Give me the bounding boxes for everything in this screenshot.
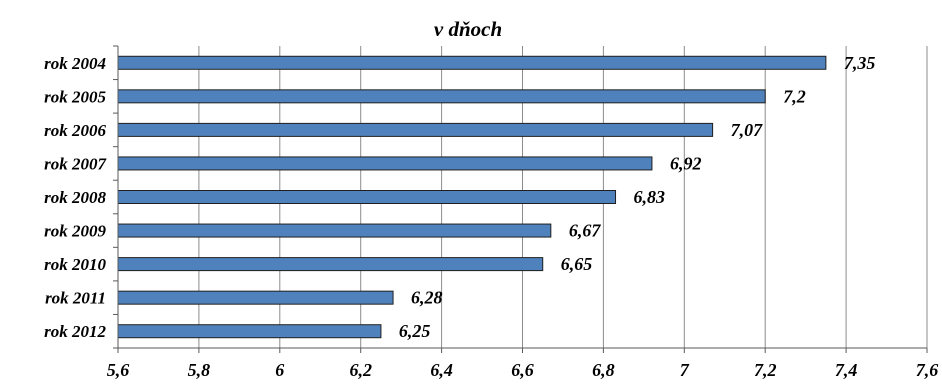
bar xyxy=(117,190,617,204)
data-label: 6,28 xyxy=(411,288,443,308)
data-label: 7,35 xyxy=(844,53,876,73)
category-label: rok 2005 xyxy=(44,87,106,106)
bar xyxy=(117,290,394,305)
axes xyxy=(113,45,928,353)
data-label: 6,25 xyxy=(399,321,431,341)
bar xyxy=(117,122,714,137)
data-label: 6,65 xyxy=(561,254,593,274)
data-label: 6,67 xyxy=(569,221,602,241)
data-label: 7,2 xyxy=(783,86,806,106)
x-tick-label: 6 xyxy=(275,360,284,380)
x-tick-label: 5,6 xyxy=(107,360,130,380)
bar xyxy=(117,156,653,171)
bar xyxy=(117,89,766,104)
bar xyxy=(117,55,827,70)
category-label: rok 2012 xyxy=(44,322,106,341)
labels: 5,6 5,8 6 6,2 6,4 6,6 6,8 7 7,2 7,4 7,6 rok 2004 7,3… xyxy=(44,53,938,380)
data-label: 6,92 xyxy=(670,153,702,173)
x-tick-label: 6,8 xyxy=(592,360,615,380)
data-label: 7,07 xyxy=(731,120,764,140)
bars xyxy=(117,55,827,339)
bar xyxy=(117,257,544,272)
chart-title: v dňoch xyxy=(434,17,502,41)
category-label: rok 2011 xyxy=(45,289,106,308)
category-label: rok 2004 xyxy=(44,54,106,73)
x-tick-label: 6,2 xyxy=(349,360,372,380)
x-tick-label: 5,8 xyxy=(188,360,211,380)
category-label: rok 2008 xyxy=(44,188,106,207)
x-tick-label: 6,6 xyxy=(511,360,534,380)
x-tick-label: 7,4 xyxy=(835,360,858,380)
x-tick-label: 7,6 xyxy=(916,360,939,380)
category-label: rok 2007 xyxy=(44,154,107,173)
bar xyxy=(117,223,552,238)
category-label: rok 2009 xyxy=(44,222,106,241)
x-tick-label: 7,2 xyxy=(754,360,777,380)
data-label: 6,83 xyxy=(634,187,666,207)
category-label: rok 2006 xyxy=(44,121,106,140)
category-label: rok 2010 xyxy=(44,255,106,274)
bar xyxy=(117,324,382,339)
x-tick-label: 6,4 xyxy=(430,360,453,380)
x-tick-label: 7 xyxy=(680,360,690,380)
